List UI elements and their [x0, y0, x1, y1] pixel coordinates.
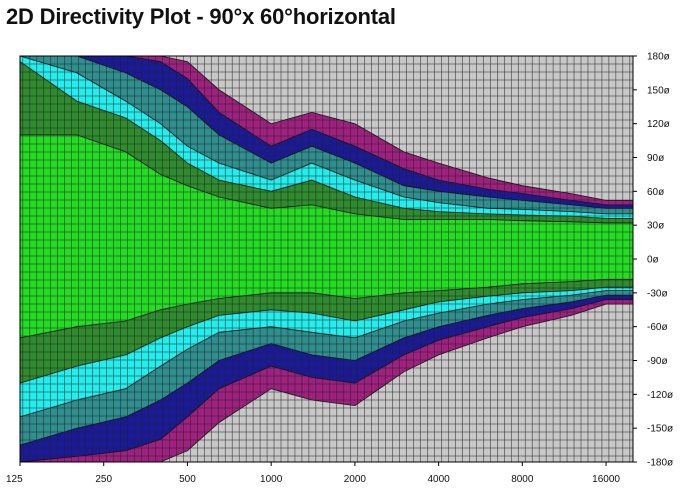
y-tick-label: 60ø — [647, 187, 664, 198]
y-tick-label: -90ø — [647, 356, 668, 367]
x-tick-label: 16000 — [592, 474, 620, 485]
x-tick-label: 500 — [179, 474, 196, 485]
x-tick-label: 1000 — [260, 474, 283, 485]
x-tick-label: 125 — [6, 474, 23, 485]
y-tick-label: 0ø — [647, 255, 659, 266]
y-tick-label: -180ø — [647, 458, 673, 469]
grid-lines — [20, 56, 633, 462]
x-tick-label: 2000 — [344, 474, 367, 485]
contour-bands — [19, 55, 634, 463]
x-axis-ticks: 125 250 500 1000 2000 4000 8000 16000 — [6, 462, 620, 485]
y-tick-label: -30ø — [647, 288, 668, 299]
x-tick-label: 250 — [95, 474, 112, 485]
x-tick-label: 8000 — [511, 474, 534, 485]
y-tick-label: 30ø — [647, 221, 664, 232]
y-tick-label: -60ø — [647, 322, 668, 333]
y-tick-label: 120ø — [647, 119, 670, 130]
chart-title: 2D Directivity Plot - 90°x 60°horizontal — [6, 4, 396, 29]
y-tick-label: -150ø — [647, 424, 673, 435]
y-tick-label: 180ø — [647, 52, 670, 63]
y-tick-label: -120ø — [647, 390, 673, 401]
y-tick-label: 150ø — [647, 85, 670, 96]
x-tick-label: 4000 — [427, 474, 450, 485]
y-tick-label: 90ø — [647, 153, 664, 164]
y-axis-ticks: 180ø 150ø 120ø 90ø 60ø 30ø 0ø -30ø -60ø -90ø -120ø… — [633, 52, 673, 469]
